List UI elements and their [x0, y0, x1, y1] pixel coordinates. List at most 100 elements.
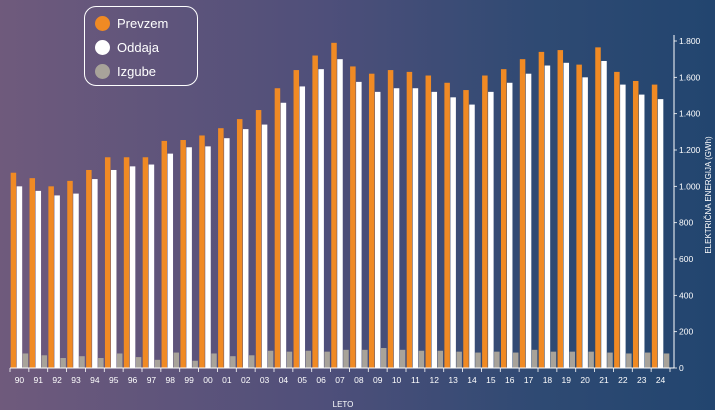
bar-prevzem-95: [104, 157, 111, 368]
bar-prevzem-04: [274, 88, 281, 368]
bar-oddaja-94: [92, 179, 98, 368]
y-tick-label: 1.200: [679, 145, 701, 155]
x-tick-label: 91: [34, 375, 44, 385]
bar-prevzem-13: [444, 82, 450, 368]
y-tick-label: 1.400: [679, 109, 701, 119]
legend: Prevzem Oddaja Izgube: [84, 6, 198, 86]
bar-izgube-90: [22, 353, 29, 368]
bar-prevzem-03: [255, 110, 262, 368]
bar-prevzem-94: [86, 169, 92, 368]
bar-izgube-18: [550, 351, 557, 368]
bar-oddaja-91: [35, 190, 42, 369]
x-tick-label: 90: [15, 375, 25, 385]
bar-oddaja-13: [450, 97, 456, 368]
bar-izgube-20: [588, 351, 594, 368]
x-tick-label: 03: [260, 375, 270, 385]
bar-oddaja-99: [186, 147, 192, 368]
bar-oddaja-12: [431, 91, 438, 369]
bar-izgube-05: [305, 350, 312, 368]
x-tick-label: 99: [184, 375, 194, 385]
bar-oddaja-14: [469, 104, 475, 368]
bar-izgube-99: [192, 360, 198, 368]
bar-izgube-07: [343, 349, 349, 368]
bar-izgube-94: [98, 358, 104, 368]
x-tick-label: 17: [524, 375, 534, 385]
bar-prevzem-17: [519, 59, 526, 369]
bar-prevzem-15: [482, 75, 488, 369]
legend-item-oddaja: Oddaja: [95, 35, 197, 59]
legend-label-izgube: Izgube: [117, 63, 157, 79]
bar-izgube-03: [267, 350, 274, 368]
bar-prevzem-08: [350, 66, 356, 369]
bar-prevzem-24: [651, 84, 658, 368]
bar-oddaja-16: [506, 82, 513, 368]
y-axis: 0 200 400 600 800 1.000 1.200 1.400 1.600 1.800: [673, 35, 701, 373]
bar-prevzem-00: [199, 135, 205, 368]
bar-prevzem-09: [368, 73, 375, 368]
bar-izgube-13: [456, 351, 462, 368]
bar-izgube-15: [494, 351, 500, 368]
x-tick-label: 12: [430, 375, 440, 385]
bar-oddaja-02: [242, 129, 249, 368]
bar-izgube-06: [324, 351, 330, 368]
bar-izgube-01: [230, 356, 236, 368]
bar-prevzem-96: [123, 157, 130, 368]
bar-prevzem-06: [312, 55, 318, 368]
x-axis-title: LETO: [333, 400, 354, 409]
x-tick-label: 06: [316, 375, 326, 385]
bar-izgube-11: [418, 350, 425, 368]
bar-oddaja-97: [148, 164, 155, 368]
x-tick-label: 21: [599, 375, 609, 385]
x-tick-label: 00: [203, 375, 213, 385]
bar-prevzem-91: [29, 178, 36, 368]
bar-izgube-17: [531, 349, 538, 368]
bar-oddaja-11: [412, 88, 419, 368]
bar-oddaja-17: [525, 73, 532, 368]
x-tick-label: 92: [52, 375, 62, 385]
x-tick-label: 93: [71, 375, 81, 385]
bar-prevzem-07: [331, 42, 337, 368]
bar-oddaja-08: [356, 81, 362, 369]
x-tick-label: 97: [147, 375, 157, 385]
y-tick-label: 400: [679, 290, 693, 300]
bar-izgube-23: [644, 352, 651, 368]
bar-prevzem-05: [293, 70, 300, 368]
bar-izgube-24: [663, 353, 670, 368]
x-tick-label: 01: [222, 375, 232, 385]
legend-swatch-oddaja: [95, 39, 110, 55]
x-tick-label: 18: [543, 375, 553, 385]
bar-izgube-09: [380, 348, 387, 368]
bar-oddaja-06: [318, 69, 324, 368]
bar-prevzem-20: [576, 64, 582, 369]
bar-izgube-08: [362, 349, 368, 368]
x-tick-label: 15: [486, 375, 496, 385]
x-tick-label: 05: [298, 375, 308, 385]
y-tick-label: 0: [679, 363, 684, 373]
bar-izgube-00: [211, 353, 217, 368]
x-tick-label: 20: [580, 375, 590, 385]
y-tick-label: 600: [679, 254, 693, 264]
bar-oddaja-21: [601, 60, 607, 368]
bar-izgube-10: [399, 349, 406, 368]
bar-prevzem-10: [387, 70, 394, 368]
x-tick-label: 02: [241, 375, 251, 385]
bar-oddaja-04: [280, 102, 287, 369]
bar-izgube-98: [173, 352, 180, 368]
x-tick-label: 04: [279, 375, 289, 385]
bar-prevzem-98: [161, 140, 168, 368]
bar-prevzem-92: [48, 186, 54, 368]
legend-item-prevzem: Prevzem: [95, 11, 197, 35]
y-tick-label: 1.600: [679, 72, 701, 82]
x-tick-label: 96: [128, 375, 138, 385]
bar-prevzem-99: [180, 140, 186, 368]
x-tick-label: 09: [373, 375, 383, 385]
bar-oddaja-09: [374, 91, 381, 369]
x-tick-label: 11: [411, 375, 420, 385]
bar-oddaja-92: [54, 195, 60, 368]
bar-izgube-14: [475, 352, 481, 368]
bar-izgube-12: [437, 350, 444, 368]
bar-prevzem-19: [557, 50, 564, 368]
bar-izgube-19: [569, 351, 576, 368]
bar-izgube-95: [116, 353, 123, 368]
bar-oddaja-01: [224, 138, 230, 368]
